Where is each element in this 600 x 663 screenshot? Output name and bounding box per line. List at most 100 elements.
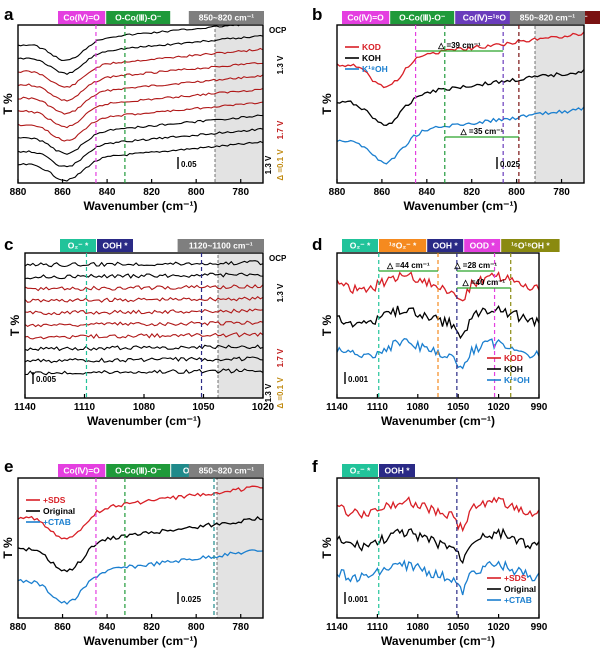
peak-tag <box>188 464 264 477</box>
series-line <box>337 559 539 596</box>
peak-tag <box>58 11 106 24</box>
peak-tag-label: ¹⁸O₂⁻ * <box>389 241 417 251</box>
panel-letter: f <box>312 457 318 476</box>
x-tick-label: 780 <box>232 622 249 633</box>
ocp-label: OCP <box>269 254 287 263</box>
x-axis: 880 860 840 820 800 780 <box>10 614 250 633</box>
panel-letter: e <box>4 457 13 476</box>
peak-tags: Co(Ⅳ)=OO-Co(Ⅲ)-O⁻Co(Ⅳ)=¹⁸O¹⁶O-Co(Ⅲ)-¹⁸O⁻… <box>342 11 600 183</box>
peak-tag <box>60 239 96 252</box>
x-tick-label: 860 <box>374 187 391 198</box>
x-axis: 1140 1110 1080 1050 1020 990 <box>326 394 548 413</box>
x-axis-title: Wavenumber (cm⁻¹) <box>84 199 198 213</box>
spectrum-line <box>25 284 263 292</box>
plot-frame <box>336 24 585 184</box>
scale-bar-label: 0.025 <box>181 595 202 604</box>
panel-letter: a <box>4 5 14 24</box>
panel-letter: b <box>312 5 322 24</box>
spectrum-line <box>25 344 263 352</box>
peak-tag <box>97 239 133 252</box>
shift-label: △ =44 cm⁻¹ <box>386 261 430 270</box>
series-line <box>18 485 263 540</box>
peak-tag <box>379 464 415 477</box>
spectra-curves <box>18 485 263 605</box>
peak-tag-label: 850~820 cm⁻¹ <box>520 13 575 23</box>
scale-bar-label: 0.001 <box>348 375 369 384</box>
peak-tag-label: 850~820 cm⁻¹ <box>199 13 254 23</box>
x-tick-label: 1140 <box>14 402 36 413</box>
plot-frame <box>17 477 264 619</box>
peak-tag <box>106 11 171 24</box>
y-axis-title: T % <box>1 537 15 559</box>
spectrum-line <box>25 308 263 316</box>
legend-label: K¹⁸OH <box>504 375 530 385</box>
panel-letter: c <box>4 235 13 254</box>
x-tick-label: 860 <box>54 622 71 633</box>
peak-tag-label: O-Co(Ⅲ)-O⁻ <box>115 466 162 476</box>
peak-tag-label: Co(Ⅳ)=O <box>63 13 100 23</box>
peak-tag-label: O-Co(Ⅲ)-O⁻ <box>115 13 162 23</box>
y-axis-title: T % <box>320 315 334 337</box>
potential-label: 1.7 V <box>276 120 285 139</box>
x-tick-label: 860 <box>54 187 71 198</box>
spectrum-line <box>25 332 263 340</box>
peak-tags: O₂⁻ * OOH * <box>342 464 458 618</box>
spectrum-line <box>18 127 263 168</box>
peak-tag-label: O₂⁻ * <box>68 241 89 251</box>
x-axis-title: Wavenumber (cm⁻¹) <box>87 414 201 428</box>
peak-tag-label: OOD * <box>470 241 496 251</box>
peak-tag <box>106 464 171 477</box>
x-tick-label: 1140 <box>326 622 348 633</box>
peak-tag-label: O-Co(Ⅲ)-O⁻ <box>399 13 446 23</box>
peak-tag-label: 850~820 cm⁻¹ <box>199 466 254 476</box>
legend-label: +SDS <box>504 573 527 583</box>
x-axis-title: Wavenumber (cm⁻¹) <box>404 199 518 213</box>
peak-tags: Co(Ⅳ)=O O-Co(Ⅲ)-O⁻ 850~820 cm⁻¹ <box>58 11 264 183</box>
peak-tag-label: OOH * <box>102 241 128 251</box>
legend-label: KOD <box>504 353 523 363</box>
spectra-curves <box>25 260 263 376</box>
potential-label: 1.7 V <box>276 348 285 367</box>
x-tick-label: 1080 <box>407 622 430 633</box>
spectrum-line <box>25 356 263 364</box>
panel-e: e 880 860 840 820 800 780 Wavenumber (cm⁻¹) T % C… <box>1 457 264 648</box>
legend-label: +CTAB <box>43 517 71 527</box>
spectrum-line <box>25 260 263 268</box>
x-tick-label: 880 <box>10 187 27 198</box>
peak-tag <box>427 239 464 252</box>
highlight-region <box>216 477 264 619</box>
x-tick-label: 780 <box>553 187 570 198</box>
peak-tag <box>342 11 390 24</box>
peak-tag-label: Co(Ⅳ)=O <box>347 13 384 23</box>
potential-label: 1.3 V <box>264 383 273 402</box>
x-tick-label: 820 <box>143 187 160 198</box>
x-tick-label: 1110 <box>367 622 389 633</box>
series-line <box>337 31 584 89</box>
panel-d: d 1140 1110 1080 1050 1020 990 Wavenumber (cm⁻¹… <box>312 235 560 428</box>
scale-bar-label: 0.005 <box>36 375 57 384</box>
series-line <box>337 338 539 370</box>
series-line <box>337 496 539 533</box>
x-tick-label: 800 <box>188 187 205 198</box>
legend-label: KOH <box>504 364 523 374</box>
legend-label: KOD <box>362 42 381 52</box>
potential-label: 1.3 V <box>276 283 285 302</box>
peak-tag <box>501 239 560 252</box>
panel-b: b 880 860 840 820 800 780 Wavenumber (cm⁻¹) T % C… <box>312 5 600 213</box>
x-tick-label: 780 <box>232 187 249 198</box>
peak-tag-label: Co(Ⅳ)=¹⁸O <box>463 13 507 23</box>
legend-label: K¹⁸OH <box>362 64 388 74</box>
spectrum-line <box>18 140 263 182</box>
x-tick-label: 800 <box>188 622 205 633</box>
x-tick-label: 1020 <box>252 402 275 413</box>
panel-letter: d <box>312 235 322 254</box>
shift-label: △ =40 cm⁻¹ <box>461 278 505 287</box>
peak-tag-label: Co(Ⅳ)=O <box>63 466 100 476</box>
peak-tag <box>342 239 378 252</box>
peak-tag <box>455 11 514 24</box>
x-axis-title: Wavenumber (cm⁻¹) <box>381 414 495 428</box>
